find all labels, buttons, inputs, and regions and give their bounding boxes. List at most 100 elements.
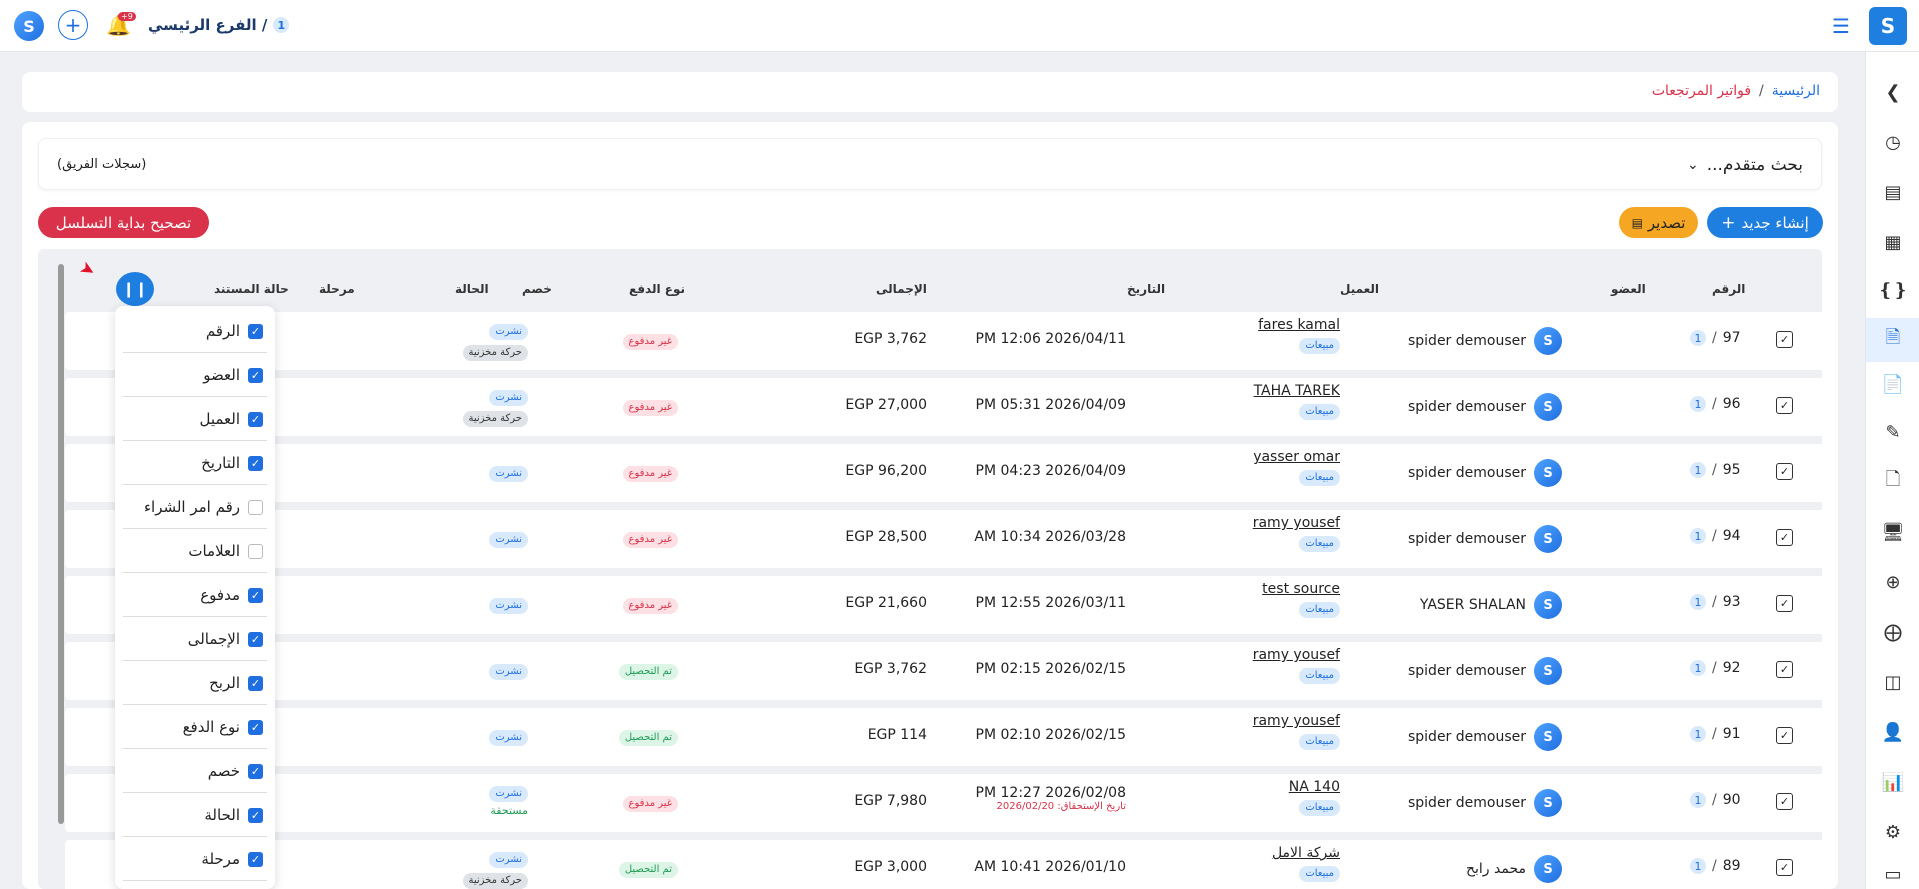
row-checkbox[interactable]: ✓ xyxy=(1776,463,1793,480)
column-menu-item[interactable]: مدفوع ✓ xyxy=(123,574,267,617)
col-header-status[interactable]: الحالة xyxy=(455,282,489,296)
table-row[interactable]: ✓ 1 / 91 S spider demouser ramy yousef م… xyxy=(65,708,1828,766)
advanced-search-panel[interactable]: بحث متقدم... ⌄ (سجلات الفريق) xyxy=(38,138,1822,190)
col-header-date[interactable]: التاريخ xyxy=(1127,282,1166,296)
invoice-number: 90 xyxy=(1722,792,1741,808)
column-menu-item[interactable]: العلامات xyxy=(123,530,267,573)
column-menu-item[interactable]: الحالة ✓ xyxy=(123,794,267,837)
breadcrumb-home[interactable]: الرئيسية xyxy=(1771,83,1820,99)
brand-logo-icon[interactable]: S xyxy=(1869,7,1907,45)
register-icon[interactable]: ▦ xyxy=(1884,231,1902,253)
branch-selector[interactable]: الفرع الرئيسي / 1 xyxy=(148,16,290,34)
sales-badge: مبيعات xyxy=(1299,734,1340,750)
scrollbar[interactable] xyxy=(58,264,64,824)
add-icon[interactable]: + xyxy=(58,10,88,40)
column-menu-item[interactable]: خصم ✓ xyxy=(123,750,267,793)
table-row[interactable]: ✓ 1 / 92 S spider demouser ramy yousef م… xyxy=(65,642,1828,700)
table-row[interactable]: ✓ 1 / 90 S spider demouser NA 140 مبيعات… xyxy=(65,774,1828,832)
invoice-icon[interactable]: 📄 xyxy=(1881,373,1905,395)
row-checkbox[interactable]: ✓ xyxy=(1776,397,1793,414)
client-link[interactable]: TAHA TAREK xyxy=(1253,383,1340,399)
invoice-date: PM 02:15 2026/02/15 xyxy=(975,661,1126,677)
column-menu-item[interactable]: مرحلة ✓ xyxy=(123,838,267,881)
column-checkbox[interactable]: ✓ xyxy=(248,323,263,339)
app-logo-icon[interactable]: S xyxy=(14,11,44,41)
col-header-discount[interactable]: خصم xyxy=(522,282,552,296)
client-link[interactable]: NA 140 xyxy=(1288,779,1340,795)
col-header-stage[interactable]: مرحلة xyxy=(319,282,355,296)
col-header-total[interactable]: الإجمالى xyxy=(876,282,927,296)
column-menu-item[interactable]: العضو ✓ xyxy=(123,354,267,397)
invoice-date: PM 02:10 2026/02/15 xyxy=(975,727,1126,743)
row-checkbox[interactable]: ✓ xyxy=(1776,331,1793,348)
column-menu-label: مرحلة xyxy=(201,850,240,868)
edit-doc-icon[interactable]: ✎ xyxy=(1885,421,1901,443)
collapse-chevron-icon[interactable]: ❮ xyxy=(1885,81,1901,103)
row-checkbox[interactable]: ✓ xyxy=(1776,661,1793,678)
row-checkbox[interactable]: ✓ xyxy=(1776,529,1793,546)
column-checkbox[interactable]: ✓ xyxy=(248,411,263,427)
column-menu-item[interactable]: الرقم ✓ xyxy=(123,310,267,353)
client-link[interactable]: ramy yousef xyxy=(1252,515,1340,531)
column-checkbox[interactable]: ✓ xyxy=(248,367,263,383)
column-menu-item[interactable]: العميل ✓ xyxy=(123,398,267,441)
column-checkbox[interactable] xyxy=(248,543,263,559)
column-checkbox[interactable]: ✓ xyxy=(248,587,263,603)
menu-icon[interactable]: ☰ xyxy=(1832,14,1850,38)
col-header-payment[interactable]: نوع الدفع xyxy=(629,282,686,296)
code-doc-icon[interactable]: ❴❵ xyxy=(1877,279,1909,301)
dashboard-icon[interactable]: ◷ xyxy=(1885,131,1901,153)
table-row[interactable]: ✓ 1 / 94 S spider demouser ramy yousef م… xyxy=(65,510,1828,568)
avatar: S xyxy=(1534,789,1562,817)
user-doc-icon[interactable]: 👤 xyxy=(1881,721,1905,743)
fix-sequence-button[interactable]: تصحيح بداية التسلسل xyxy=(38,207,209,238)
col-header-doc-status[interactable]: حالة المستند xyxy=(214,282,289,296)
client-link[interactable]: fares kamal xyxy=(1258,317,1340,333)
returns-invoice-icon[interactable]: 🗎 xyxy=(1866,318,1919,362)
column-checkbox[interactable]: ✓ xyxy=(248,455,263,471)
pos-icon[interactable]: ▤ xyxy=(1884,181,1902,203)
add-item-icon[interactable]: ⊕ xyxy=(1885,571,1901,593)
invoice-number: 91 xyxy=(1722,726,1741,742)
column-checkbox[interactable]: ✓ xyxy=(248,719,263,735)
export-button[interactable]: ▤ تصدير xyxy=(1619,207,1698,238)
table-row[interactable]: ✓ 1 / 89 S محمد رابح شركة الامل مبيعات A… xyxy=(65,840,1828,889)
doc-check-icon[interactable]: 🗋 xyxy=(1885,469,1901,490)
column-menu-item[interactable]: نوع الدفع ✓ xyxy=(123,706,267,749)
column-checkbox[interactable]: ✓ xyxy=(248,631,263,647)
create-new-button[interactable]: + إنشاء جديد xyxy=(1707,207,1823,238)
column-checkbox[interactable]: ✓ xyxy=(248,763,263,779)
client-link[interactable]: ramy yousef xyxy=(1252,647,1340,663)
table-row[interactable]: ✓ 1 / 97 S spider demouser fares kamal م… xyxy=(65,312,1828,370)
row-checkbox[interactable]: ✓ xyxy=(1776,793,1793,810)
column-checkbox[interactable]: ✓ xyxy=(248,807,263,823)
cash-icon[interactable]: ◫ xyxy=(1884,671,1902,693)
add-doc-icon[interactable]: ⨁ xyxy=(1884,621,1902,643)
column-checkbox[interactable]: ✓ xyxy=(248,675,263,691)
column-menu-item[interactable]: الإجمالى ✓ xyxy=(123,618,267,661)
col-header-member[interactable]: العضو xyxy=(1611,282,1646,296)
client-link[interactable]: ramy yousef xyxy=(1252,713,1340,729)
client-link[interactable]: yasser omar xyxy=(1253,449,1340,465)
client-link[interactable]: test source xyxy=(1262,581,1340,597)
table-row[interactable]: ✓ 1 / 96 S spider demouser TAHA TAREK مب… xyxy=(65,378,1828,436)
table-row[interactable]: ✓ 1 / 95 S spider demouser yasser omar م… xyxy=(65,444,1828,502)
column-menu-item[interactable]: رقم امر الشراء xyxy=(123,486,267,529)
column-checkbox[interactable]: ✓ xyxy=(248,851,263,867)
col-header-client[interactable]: العميل xyxy=(1340,282,1380,296)
column-menu-item[interactable]: الربح ✓ xyxy=(123,662,267,705)
client-link[interactable]: شركة الامل xyxy=(1271,845,1340,861)
invoice-total: EGP 7,980 xyxy=(854,793,927,809)
row-checkbox[interactable]: ✓ xyxy=(1776,595,1793,612)
column-toggle-button[interactable]: ❙❙ xyxy=(116,272,154,306)
column-menu-item[interactable]: التاريخ ✓ xyxy=(123,442,267,485)
report-icon[interactable]: 📊 xyxy=(1881,771,1905,793)
row-checkbox[interactable]: ✓ xyxy=(1776,859,1793,876)
monitor-doc-icon[interactable]: 🖥 xyxy=(1881,521,1905,543)
screen-icon[interactable]: ▭ xyxy=(1884,863,1902,885)
table-row[interactable]: ✓ 1 / 93 S YASER SHALAN test source مبيع… xyxy=(65,576,1828,634)
col-header-number[interactable]: الرقم xyxy=(1712,282,1746,296)
settings-gear-icon[interactable]: ⚙ xyxy=(1884,821,1902,843)
row-checkbox[interactable]: ✓ xyxy=(1776,727,1793,744)
column-checkbox[interactable] xyxy=(248,499,263,515)
